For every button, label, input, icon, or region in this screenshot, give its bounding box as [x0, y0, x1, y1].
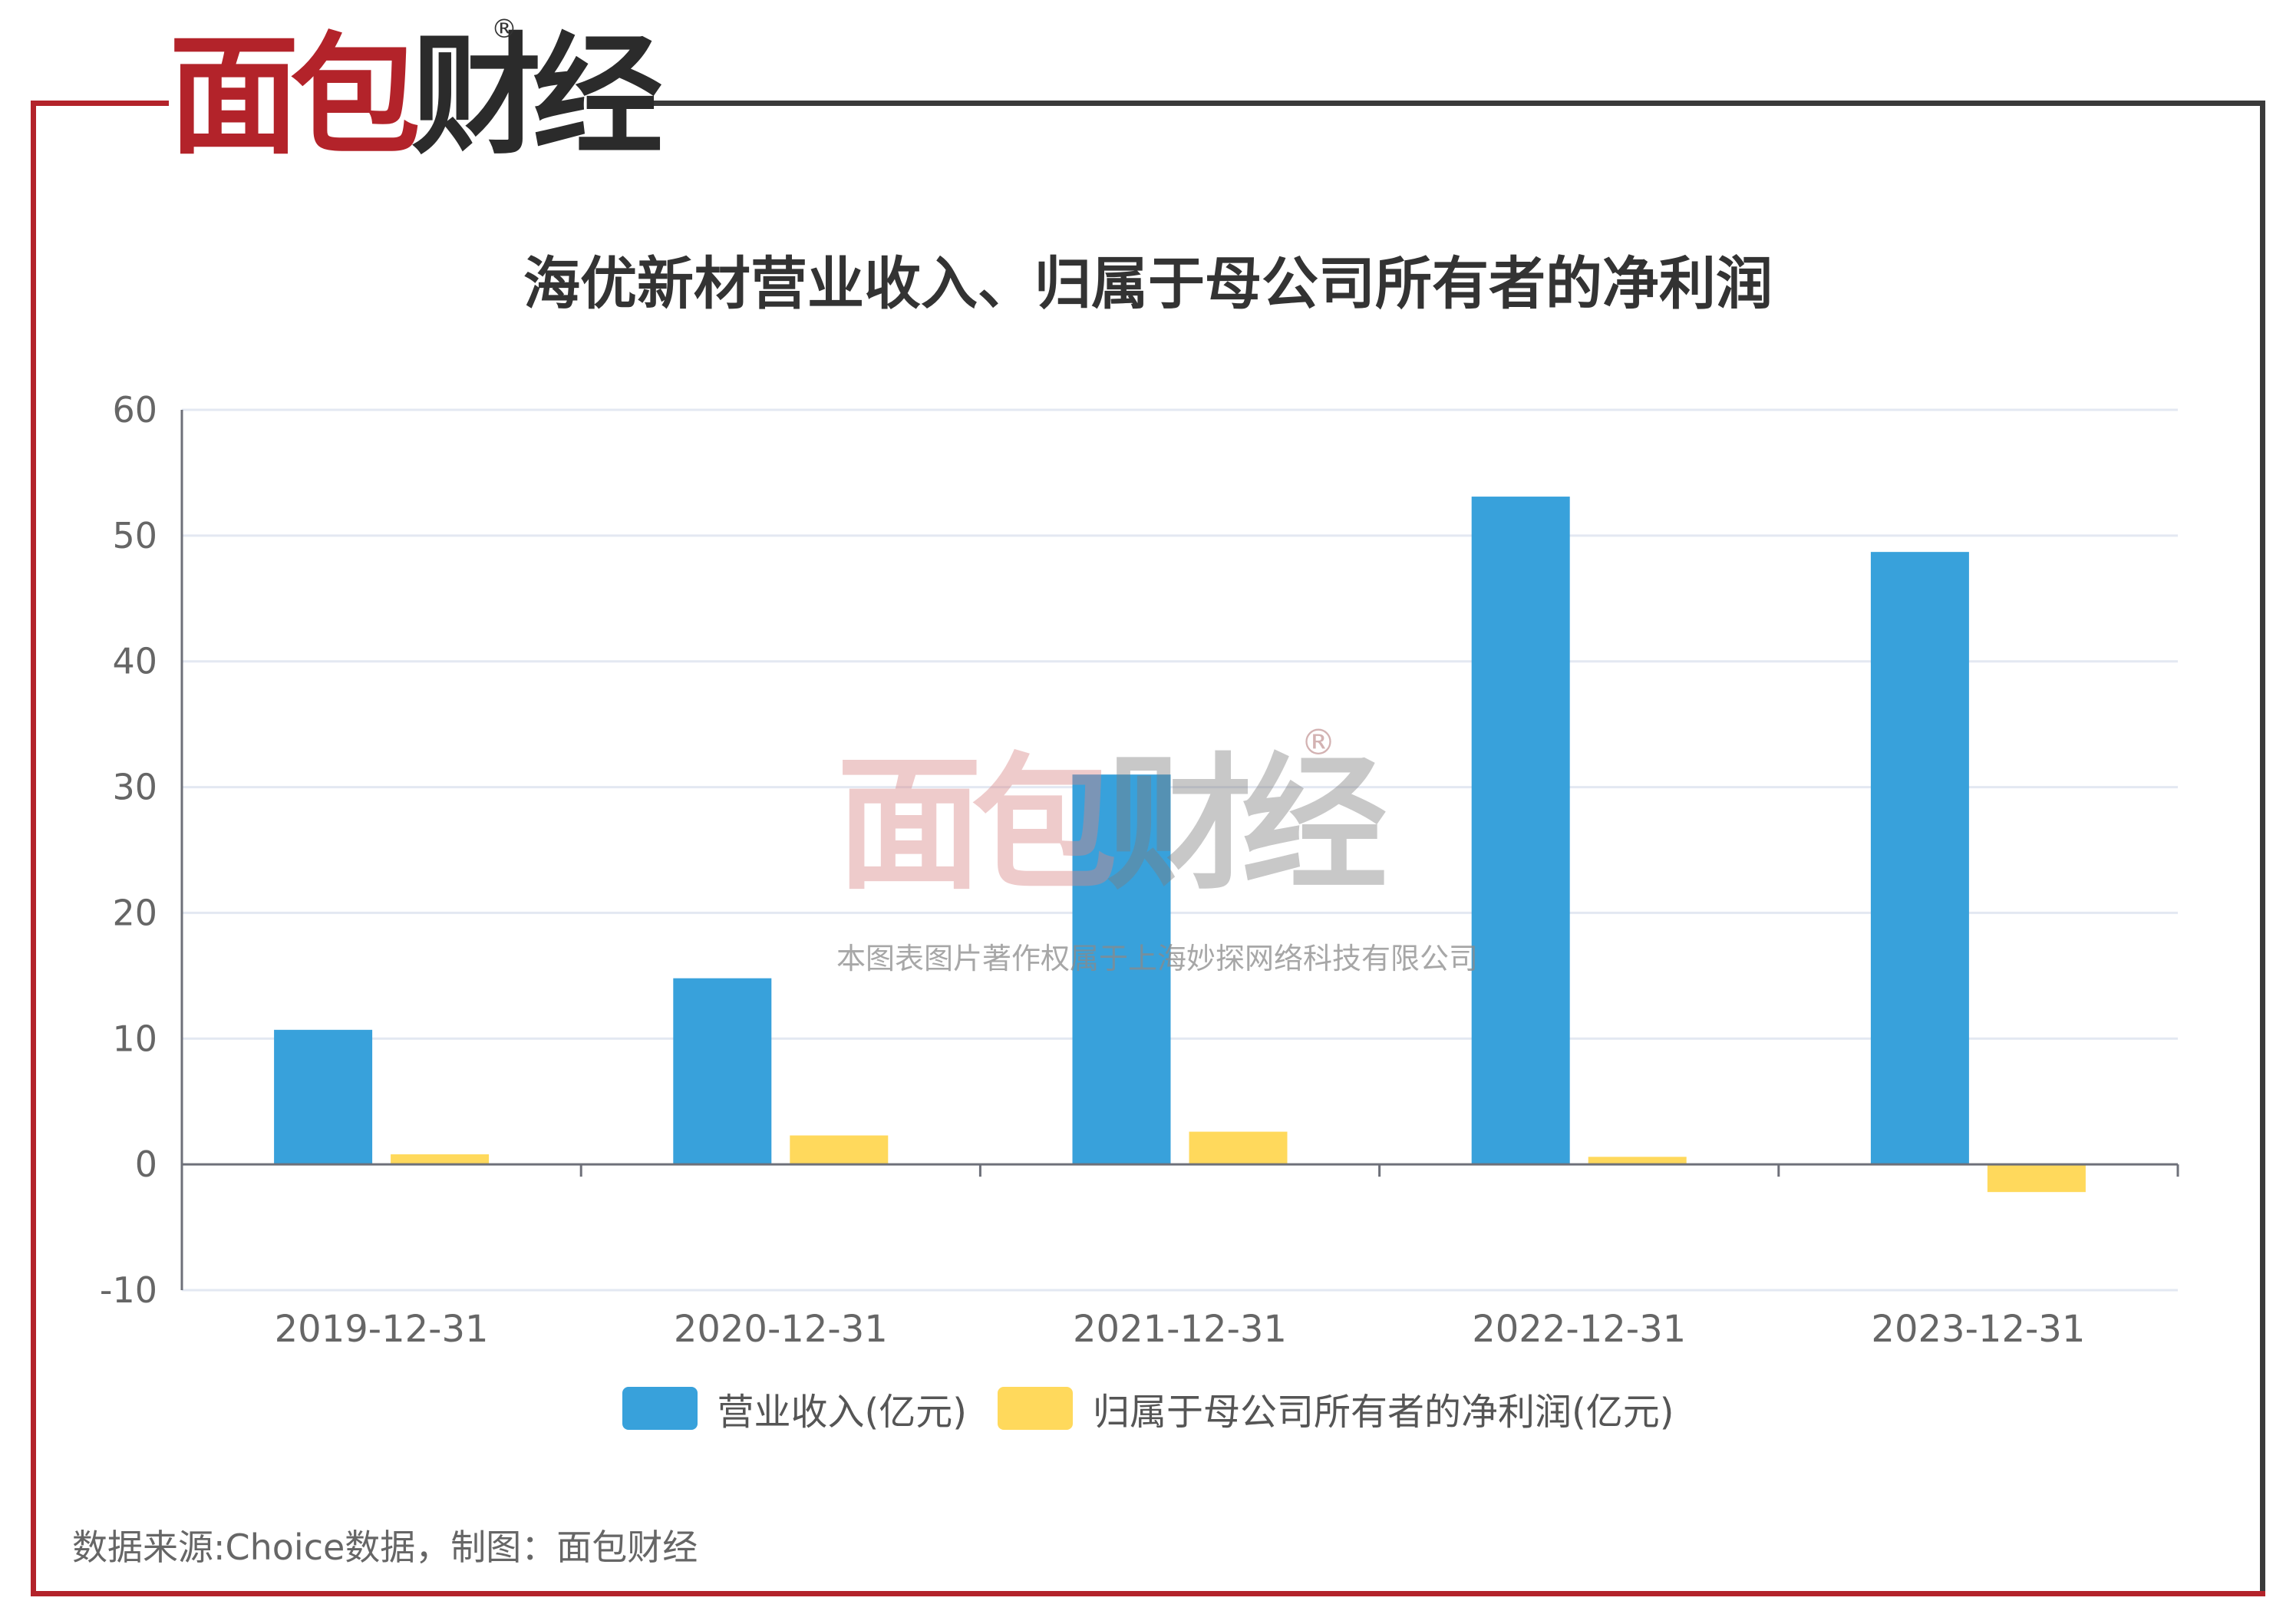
- frame-top-right-line: [614, 101, 2265, 106]
- y-tick-label: -10: [100, 1269, 157, 1311]
- grid-lines: [182, 408, 2178, 1292]
- x-tick-label: 2019-12-31: [275, 1308, 489, 1351]
- frame-bottom-line: [31, 1591, 2265, 1596]
- y-tick-label: 0: [135, 1144, 157, 1185]
- chart-legend: 营业收入(亿元) 归属于母公司所有者的净利润(亿元): [0, 1381, 2296, 1435]
- legend-item-revenue[interactable]: 营业收入(亿元): [622, 1381, 967, 1435]
- bar-revenue[interactable]: [1870, 552, 1969, 1165]
- legend-label-revenue: 营业收入(亿元): [717, 1391, 967, 1434]
- bar-net-profit[interactable]: [391, 1154, 490, 1165]
- y-tick-label: 30: [112, 767, 157, 808]
- frame-top-left-line: [31, 101, 169, 106]
- y-tick-label: 10: [112, 1018, 157, 1059]
- bar-net-profit[interactable]: [790, 1135, 889, 1165]
- x-tick-label: 2022-12-31: [1472, 1308, 1686, 1351]
- y-tick-label: 20: [112, 892, 157, 933]
- y-tick-label: 60: [112, 389, 157, 431]
- legend-item-net-profit[interactable]: 归属于母公司所有者的净利润(亿元): [998, 1381, 1674, 1435]
- source-note: 数据来源:Choice数据，制图：面包财经: [72, 1527, 698, 1568]
- frame-left-line: [31, 101, 36, 1596]
- axes: 60 50 40 30 20 10 0 -10 2019-12-31 2020-12-31 2021…: [100, 389, 2179, 1351]
- bar-revenue[interactable]: [673, 978, 772, 1165]
- bar-revenue[interactable]: [1072, 774, 1171, 1165]
- legend-label-net-profit: 归属于母公司所有者的净利润(亿元): [1093, 1391, 1674, 1434]
- bars: [274, 497, 2086, 1193]
- legend-swatch-net-profit: [998, 1387, 1073, 1430]
- bar-net-profit[interactable]: [1987, 1164, 2086, 1193]
- x-tick-label: 2021-12-31: [1073, 1308, 1287, 1351]
- y-tick-label: 50: [112, 515, 157, 556]
- brand-name-dark: 财经: [411, 21, 663, 173]
- bar-net-profit[interactable]: [1588, 1157, 1687, 1165]
- frame-right-line: [2260, 101, 2265, 1596]
- bar-net-profit[interactable]: [1189, 1131, 1288, 1165]
- bar-revenue[interactable]: [1471, 497, 1570, 1165]
- bar-revenue[interactable]: [274, 1029, 373, 1165]
- y-tick-label: 40: [112, 641, 157, 682]
- x-tick-label: 2020-12-31: [674, 1308, 888, 1351]
- brand-name-red: 面包: [169, 21, 421, 173]
- brand-logo: 面包财经 ®: [169, 14, 663, 173]
- legend-swatch-revenue: [622, 1387, 698, 1430]
- x-tick-label: 2023-12-31: [1871, 1308, 2085, 1351]
- brand-registered-mark: ®: [491, 14, 517, 45]
- chart-title: 海优新材营业收入、归属于母公司所有者的净利润: [523, 251, 1773, 317]
